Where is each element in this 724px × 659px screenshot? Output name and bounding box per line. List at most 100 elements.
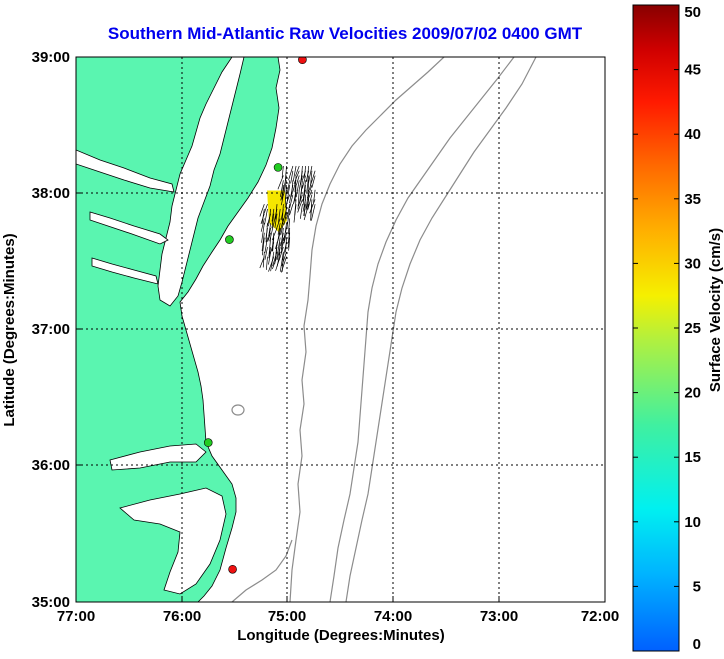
velocity-vector	[280, 180, 284, 197]
velocity-vector	[272, 237, 275, 252]
colorbar-tick-label: 15	[684, 449, 701, 466]
velocity-vector	[308, 165, 313, 183]
plot-area	[75, 56, 606, 603]
velocity-vector	[285, 237, 287, 253]
velocity-vector	[309, 199, 316, 214]
velocity-vector	[262, 237, 265, 256]
y-tick-label: 38:00	[32, 185, 70, 202]
tick-marks	[76, 192, 500, 602]
figure-title: Southern Mid-Atlantic Raw Velocities 200…	[108, 24, 583, 43]
velocity-vector	[278, 242, 281, 256]
x-axis-label: Longitude (Degrees:Minutes)	[237, 627, 445, 644]
velocity-vector	[271, 227, 278, 241]
x-tick-label: 74:00	[374, 608, 412, 625]
velocity-vector	[269, 223, 275, 242]
velocity-vector	[310, 204, 316, 221]
velocity-vector	[281, 251, 287, 266]
velocity-vector	[280, 237, 284, 250]
velocity-vector	[276, 218, 281, 230]
velocity-vector	[261, 232, 265, 252]
velocity-vector	[262, 251, 265, 268]
velocity-vector	[275, 204, 278, 220]
velocity-vector	[276, 237, 281, 257]
velocity-vector	[260, 218, 265, 232]
velocity-vector	[283, 180, 287, 196]
velocity-vector	[294, 199, 297, 216]
velocity-vector	[288, 227, 291, 243]
velocity-vector	[302, 185, 306, 206]
velocity-vector	[280, 256, 287, 273]
colorbar-gradient	[632, 4, 680, 652]
colorbar-tick-label: 45	[684, 62, 701, 79]
chesapeake-bay	[157, 57, 245, 307]
velocity-vector	[295, 180, 300, 198]
velocity-vector	[268, 208, 272, 227]
isobath-inner	[289, 57, 445, 602]
velocity-vector	[286, 180, 291, 194]
velocity-vector	[276, 227, 281, 247]
velocity-vector	[281, 194, 284, 206]
velocity-vector	[297, 199, 303, 213]
y-tick-labels: 39:00 38:00 37:00 36:00 35:00	[32, 49, 70, 611]
velocity-vector	[279, 218, 284, 235]
colorbar-tick-label: 5	[693, 578, 701, 595]
velocity-vector	[306, 184, 313, 199]
isobath-outer	[345, 57, 537, 602]
velocity-vector	[307, 189, 313, 201]
velocity-vector	[271, 208, 275, 222]
velocity-vector	[294, 185, 297, 202]
velocity-vector	[289, 194, 294, 209]
velocity-vector	[287, 218, 291, 235]
potomac-river	[76, 149, 175, 193]
velocity-vector	[288, 165, 294, 181]
velocity-vector	[302, 175, 306, 189]
velocity-vector	[307, 194, 310, 209]
velocity-vector	[263, 204, 268, 214]
velocity-vector	[280, 223, 284, 236]
velocity-vector	[285, 185, 287, 200]
isobath-middle	[329, 57, 515, 602]
york-river	[91, 257, 159, 285]
velocity-vector	[291, 180, 294, 197]
velocity-vector	[264, 247, 268, 260]
velocity-vector	[310, 170, 313, 186]
x-tick-labels: 77:00 76:00 75:00 74:00 73:00 72:00	[57, 608, 619, 625]
velocity-vector	[295, 165, 300, 176]
y-axis-label: Latitude (Degrees:Minutes)	[1, 233, 18, 426]
x-tick-label: 77:00	[57, 608, 95, 625]
velocity-vector	[303, 194, 306, 217]
velocity-vector	[277, 175, 284, 190]
velocity-vector	[284, 165, 287, 182]
albemarle-sound	[109, 443, 207, 471]
velocity-vector	[283, 223, 287, 244]
velocity-vector	[300, 180, 303, 200]
y-tick-label: 39:00	[32, 49, 70, 66]
velocity-vector	[276, 251, 281, 267]
velocity-vector	[286, 185, 291, 203]
velocity-vector	[278, 208, 281, 223]
velocity-vector	[281, 165, 284, 178]
velocity-vector	[286, 208, 291, 228]
colorbar-tick-label: 10	[684, 514, 701, 531]
isobath-seamount	[231, 404, 245, 416]
velocity-vector	[287, 232, 291, 248]
velocity-vector	[304, 165, 306, 178]
velocity-vector	[298, 194, 303, 207]
velocity-vector	[306, 165, 310, 182]
velocity-vector	[281, 204, 284, 221]
velocity-vector	[288, 237, 291, 251]
velocity-vector	[283, 232, 287, 244]
x-tick-label: 73:00	[480, 608, 518, 625]
colorbar-tick-label: 40	[684, 126, 701, 143]
radar-station-marker	[225, 235, 234, 244]
colorbar-tick-label: 20	[684, 385, 701, 402]
velocity-vector	[280, 242, 284, 254]
velocity-vector	[311, 170, 316, 183]
colorbar-tick-label: 50	[684, 4, 701, 21]
velocity-vector	[297, 189, 300, 210]
velocity-vector	[282, 175, 287, 194]
velocity-vector	[295, 175, 300, 186]
colorbar-tick-label: 25	[684, 320, 701, 337]
